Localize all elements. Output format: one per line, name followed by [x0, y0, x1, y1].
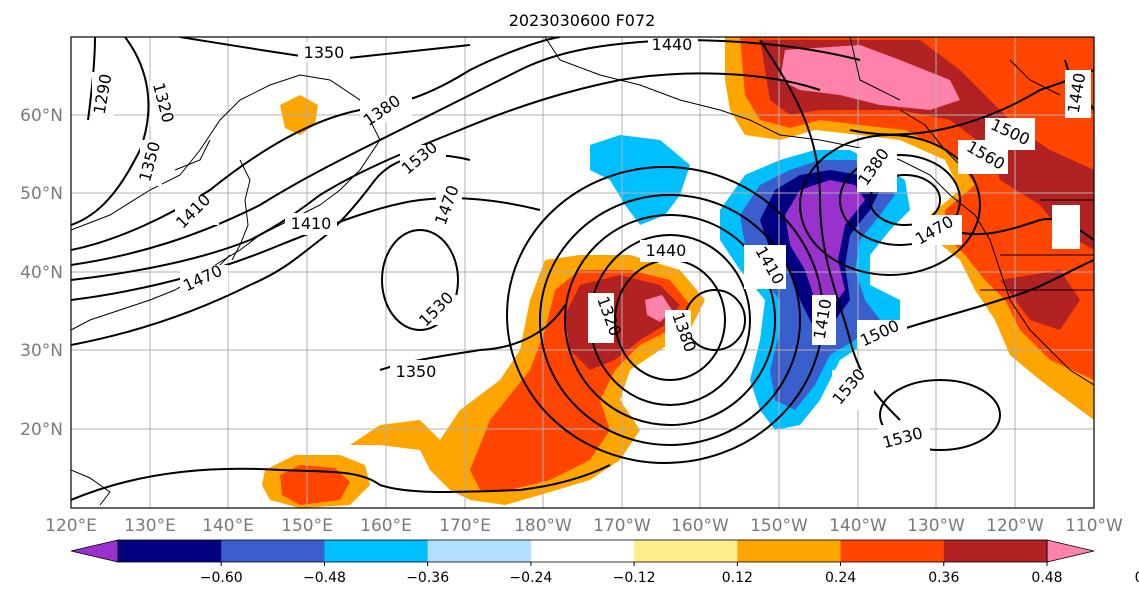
lat-label: 50°N [20, 184, 63, 204]
colorbar-tick-label: −0.36 [406, 570, 449, 586]
lat-label: 30°N [20, 341, 63, 361]
lon-label: 180°W [514, 516, 572, 536]
map-panel: 1350 1290 1320 1380 1440 1350 1410 1530 … [70, 35, 1095, 509]
colorbar-segment [737, 540, 842, 562]
colorbar-tick-label: −0.12 [613, 570, 656, 586]
colorbar-extend-low [70, 539, 119, 563]
lon-label: 110°W [1065, 516, 1123, 536]
lon-label: 140°W [829, 516, 887, 536]
lon-label: 130°E [124, 516, 176, 536]
latitude-axis: 60°N 50°N 40°N 30°N 20°N [20, 106, 63, 440]
colorbar-segment [118, 540, 222, 562]
colorbar-tick-label: 0.48 [1031, 570, 1062, 586]
contour-label: 1350 [304, 43, 345, 62]
colorbar-tick-label: 0.12 [722, 570, 753, 586]
lon-label: 130°W [907, 516, 965, 536]
lon-label: 160°E [360, 516, 412, 536]
lon-label: 140°E [202, 516, 254, 536]
map-frame [70, 36, 1095, 509]
colorbar-segment [634, 540, 738, 562]
lon-label: 150°E [281, 516, 333, 536]
colorbar-tick-label: −0.48 [303, 570, 346, 586]
lon-label: 150°W [750, 516, 808, 536]
lon-label: 120°E [45, 516, 97, 536]
colorbar-tick-label: −0.24 [509, 570, 552, 586]
figure-title: 2023030600 F072 [509, 11, 656, 30]
coastlines [71, 37, 1094, 506]
colorbar-segment [943, 540, 1048, 562]
colorbar-labels: −0.60 −0.48 −0.36 −0.24 −0.12 0.12 0.24 0.36 0.4… [200, 562, 1139, 586]
lat-lon-grid [71, 37, 1094, 508]
colorbar-segment [427, 540, 532, 562]
colorbar-tick-label: 0.24 [825, 570, 856, 586]
lat-label: 40°N [20, 263, 63, 283]
lon-label: 120°W [986, 516, 1044, 536]
colorbar-tick-label: −0.60 [200, 570, 243, 586]
contour-label: 1440 [646, 241, 687, 260]
colorbar-segment [530, 540, 635, 562]
contour-label: 1410 [291, 214, 332, 233]
colorbar-extend-high [1046, 539, 1095, 563]
colorbar-segment [221, 540, 325, 562]
contour-label: 1440 [652, 35, 693, 54]
height-contours [71, 37, 1094, 501]
colorbar-segment [840, 540, 945, 562]
colorbar-segment [324, 540, 429, 562]
longitude-axis: 120°E 130°E 140°E 150°E 160°E 170°E 180°… [45, 516, 1123, 536]
lon-label: 160°W [671, 516, 729, 536]
colorbar [70, 539, 1095, 563]
colorbar-tick-label: 0.60 [1135, 570, 1139, 586]
lat-label: 20°N [20, 420, 63, 440]
colorbar-border [117, 539, 1048, 563]
lat-label: 60°N [20, 106, 63, 126]
contour-label: 1350 [396, 362, 437, 381]
colorbar-tick-label: 0.36 [928, 570, 959, 586]
lon-label: 170°W [593, 516, 651, 536]
lon-label: 170°E [439, 516, 491, 536]
